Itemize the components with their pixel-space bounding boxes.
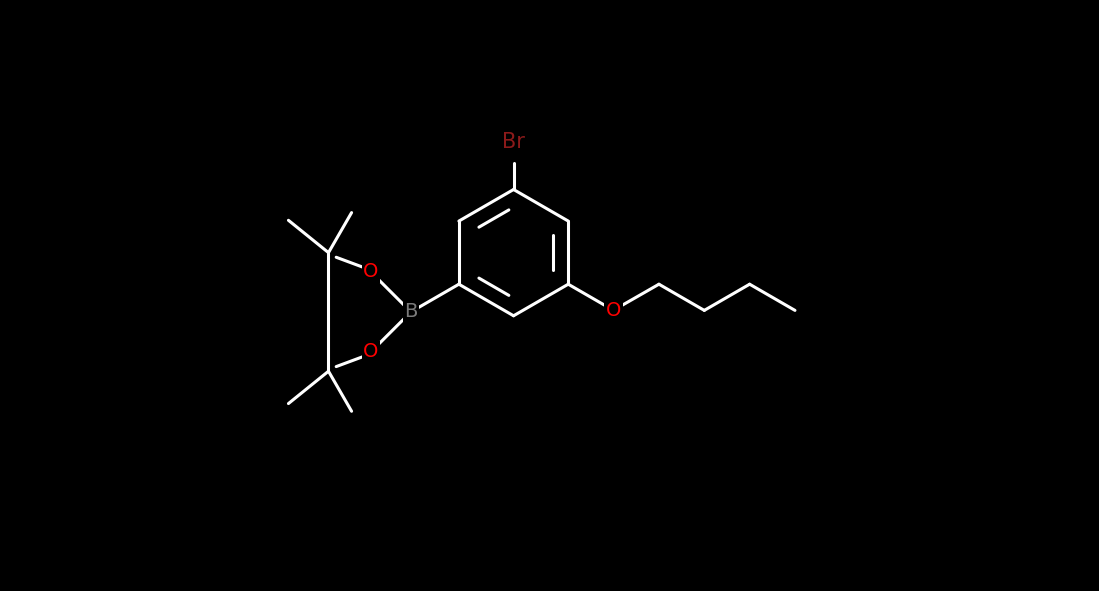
Text: Br: Br [502,132,525,152]
Text: O: O [363,262,378,281]
Text: O: O [363,342,378,362]
Text: B: B [404,303,418,322]
Text: O: O [606,301,621,320]
